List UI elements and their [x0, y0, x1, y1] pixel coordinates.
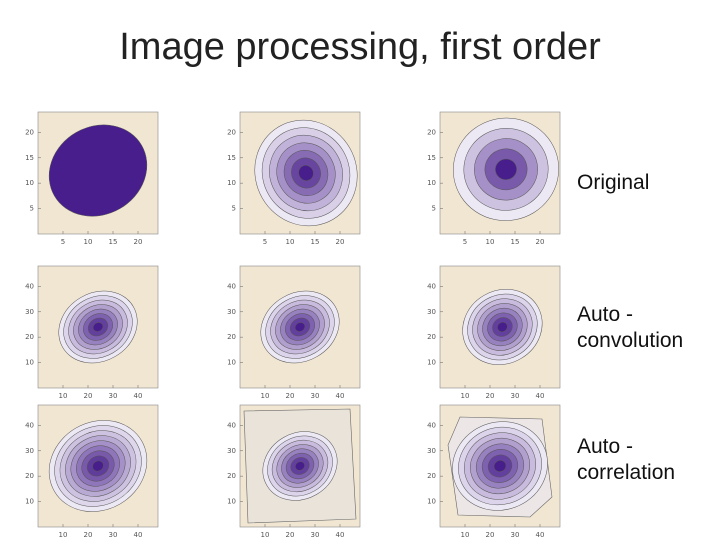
contour	[295, 461, 305, 471]
row-label: Auto -	[577, 303, 634, 326]
y-tick-label: 10	[25, 498, 34, 506]
x-tick-label: 5	[263, 238, 267, 246]
x-tick-label: 30	[511, 392, 520, 400]
y-tick-label: 30	[427, 447, 436, 455]
y-tick-label: 10	[25, 179, 34, 187]
y-tick-label: 30	[25, 308, 34, 316]
x-tick-label: 15	[511, 238, 520, 246]
x-tick-label: 10	[486, 238, 495, 246]
contour	[92, 322, 104, 332]
x-tick-label: 40	[134, 531, 143, 539]
x-tick-label: 20	[536, 238, 545, 246]
x-tick-label: 40	[336, 531, 345, 539]
y-tick-label: 40	[427, 282, 436, 290]
x-tick-label: 40	[134, 392, 143, 400]
x-tick-label: 40	[336, 392, 345, 400]
x-tick-label: 30	[311, 531, 320, 539]
y-tick-label: 20	[25, 472, 34, 480]
contour	[92, 460, 104, 472]
row-label: Auto -	[577, 435, 634, 458]
x-tick-label: 30	[109, 531, 118, 539]
x-tick-label: 20	[486, 531, 495, 539]
x-tick-label: 10	[59, 392, 68, 400]
y-tick-label: 30	[227, 447, 236, 455]
x-tick-label: 20	[84, 531, 93, 539]
contour	[298, 165, 314, 181]
y-tick-label: 30	[227, 308, 236, 316]
x-tick-label: 20	[486, 392, 495, 400]
y-tick-label: 10	[25, 359, 34, 367]
y-tick-label: 20	[427, 333, 436, 341]
row-label: correlation	[577, 461, 676, 484]
y-tick-label: 15	[427, 154, 436, 162]
x-tick-label: 10	[461, 531, 470, 539]
y-tick-label: 10	[227, 179, 236, 187]
x-tick-label: 10	[261, 392, 270, 400]
y-tick-label: 10	[227, 359, 236, 367]
x-tick-label: 20	[286, 392, 295, 400]
y-tick-label: 40	[427, 421, 436, 429]
x-tick-label: 40	[536, 531, 545, 539]
y-tick-label: 10	[427, 498, 436, 506]
y-tick-label: 20	[25, 128, 34, 136]
contour	[48, 124, 148, 217]
contour	[493, 460, 507, 472]
y-tick-label: 30	[427, 308, 436, 316]
x-tick-label: 40	[536, 392, 545, 400]
x-tick-label: 5	[61, 238, 65, 246]
y-tick-label: 20	[25, 333, 34, 341]
contour	[497, 322, 508, 332]
y-tick-label: 40	[227, 421, 236, 429]
x-tick-label: 10	[461, 392, 470, 400]
y-tick-label: 15	[227, 154, 236, 162]
y-tick-label: 40	[25, 421, 34, 429]
y-tick-label: 20	[227, 128, 236, 136]
y-tick-label: 10	[427, 359, 436, 367]
x-tick-label: 30	[311, 392, 320, 400]
x-tick-label: 5	[463, 238, 467, 246]
y-tick-label: 5	[30, 205, 34, 213]
y-tick-label: 10	[427, 179, 436, 187]
y-tick-label: 40	[227, 282, 236, 290]
y-tick-label: 5	[432, 205, 436, 213]
y-tick-label: 15	[25, 154, 34, 162]
y-tick-label: 30	[25, 447, 34, 455]
x-tick-label: 10	[286, 238, 295, 246]
y-tick-label: 5	[232, 205, 236, 213]
slide-title: Image processing, first order	[119, 26, 601, 68]
y-tick-label: 20	[427, 128, 436, 136]
x-tick-label: 15	[109, 238, 118, 246]
x-tick-label: 20	[84, 392, 93, 400]
x-tick-label: 10	[261, 531, 270, 539]
y-tick-label: 20	[227, 472, 236, 480]
x-tick-label: 10	[59, 531, 68, 539]
y-tick-label: 20	[427, 472, 436, 480]
contour	[495, 158, 517, 180]
y-tick-label: 20	[227, 333, 236, 341]
x-tick-label: 15	[311, 238, 320, 246]
x-tick-label: 30	[109, 392, 118, 400]
y-tick-label: 10	[227, 498, 236, 506]
x-tick-label: 20	[336, 238, 345, 246]
x-tick-label: 20	[286, 531, 295, 539]
x-tick-label: 30	[511, 531, 520, 539]
row-label: Original	[577, 171, 650, 194]
contour	[294, 322, 306, 332]
x-tick-label: 10	[84, 238, 93, 246]
row-label: convolution	[577, 329, 684, 352]
x-tick-label: 20	[134, 238, 143, 246]
y-tick-label: 40	[25, 282, 34, 290]
